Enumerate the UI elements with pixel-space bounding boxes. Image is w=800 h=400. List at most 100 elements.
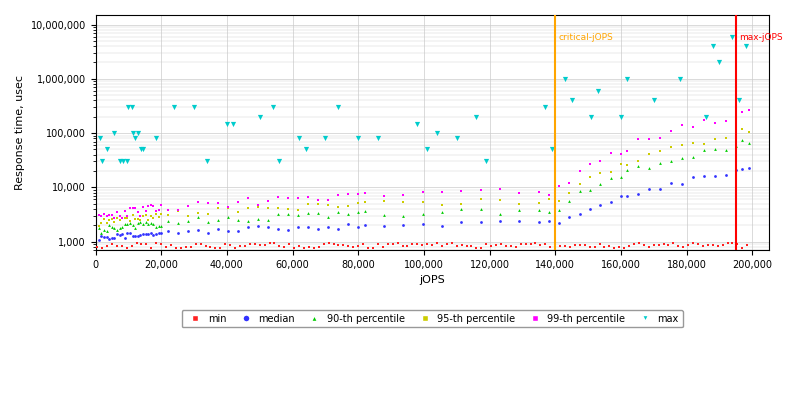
- Point: [574, 242, 586, 248]
- Point: [647, 97, 660, 104]
- Point: [474, 219, 487, 226]
- Point: [730, 166, 742, 173]
- Point: [585, 114, 598, 120]
- Point: [358, 190, 371, 196]
- Point: [719, 172, 732, 178]
- Point: [134, 219, 146, 226]
- Point: [490, 242, 502, 248]
- Point: [741, 242, 754, 248]
- Point: [211, 205, 224, 211]
- Point: [499, 243, 512, 249]
- Point: [455, 242, 468, 248]
- Point: [421, 241, 434, 247]
- Point: [377, 244, 390, 250]
- Point: [165, 242, 178, 248]
- Point: [411, 241, 424, 247]
- Point: [513, 207, 526, 213]
- Point: [621, 193, 634, 200]
- Point: [129, 204, 142, 211]
- Point: [332, 204, 345, 210]
- Point: [106, 216, 118, 222]
- Point: [144, 220, 157, 226]
- Point: [352, 190, 365, 197]
- Point: [243, 240, 256, 247]
- Point: [465, 242, 478, 249]
- Point: [726, 33, 739, 40]
- Point: [242, 218, 254, 224]
- Point: [358, 199, 371, 205]
- Point: [262, 216, 274, 223]
- Point: [352, 224, 365, 230]
- Point: [106, 235, 118, 242]
- Point: [251, 204, 264, 210]
- Point: [302, 243, 315, 250]
- Point: [108, 214, 121, 221]
- Point: [322, 197, 334, 203]
- Point: [211, 217, 224, 223]
- Point: [174, 244, 187, 251]
- X-axis label: jOPS: jOPS: [419, 275, 445, 285]
- Point: [460, 243, 473, 250]
- Point: [202, 211, 214, 218]
- Point: [100, 234, 113, 240]
- Point: [124, 230, 137, 236]
- Point: [397, 192, 410, 198]
- Point: [494, 211, 506, 218]
- Point: [150, 135, 162, 142]
- Point: [171, 208, 184, 214]
- Point: [93, 237, 106, 243]
- Point: [106, 224, 118, 230]
- Point: [312, 200, 325, 207]
- Point: [131, 209, 144, 216]
- Point: [638, 242, 650, 248]
- Point: [698, 173, 710, 179]
- Point: [406, 241, 418, 247]
- Point: [266, 104, 279, 110]
- Point: [219, 241, 232, 248]
- Point: [100, 213, 113, 219]
- Point: [222, 204, 234, 210]
- Point: [114, 224, 126, 231]
- Point: [676, 122, 689, 128]
- Point: [152, 214, 165, 221]
- Point: [182, 212, 194, 219]
- Point: [397, 198, 410, 205]
- Point: [229, 245, 242, 251]
- Point: [643, 151, 656, 157]
- Point: [665, 127, 678, 134]
- Point: [558, 76, 571, 82]
- Point: [118, 221, 131, 227]
- Point: [238, 243, 251, 249]
- Point: [114, 232, 126, 238]
- Point: [116, 215, 129, 221]
- Point: [307, 245, 320, 251]
- Point: [719, 146, 732, 153]
- Point: [191, 214, 204, 221]
- Point: [534, 242, 547, 248]
- Point: [282, 226, 294, 233]
- Point: [583, 187, 596, 193]
- Point: [742, 106, 755, 113]
- Point: [632, 157, 645, 164]
- Point: [739, 43, 752, 49]
- Point: [686, 174, 699, 180]
- Point: [716, 242, 729, 248]
- Point: [332, 242, 345, 248]
- Point: [573, 211, 586, 217]
- Point: [352, 243, 365, 249]
- Point: [430, 130, 443, 136]
- Point: [129, 233, 142, 239]
- Point: [519, 240, 532, 247]
- Point: [272, 204, 285, 211]
- Point: [621, 148, 634, 154]
- Point: [686, 124, 699, 130]
- Point: [222, 214, 234, 220]
- Point: [191, 198, 204, 205]
- Point: [118, 214, 131, 221]
- Point: [124, 219, 137, 226]
- Point: [709, 120, 722, 126]
- Point: [621, 162, 634, 168]
- Point: [563, 243, 576, 250]
- Point: [358, 222, 371, 228]
- Point: [118, 208, 131, 215]
